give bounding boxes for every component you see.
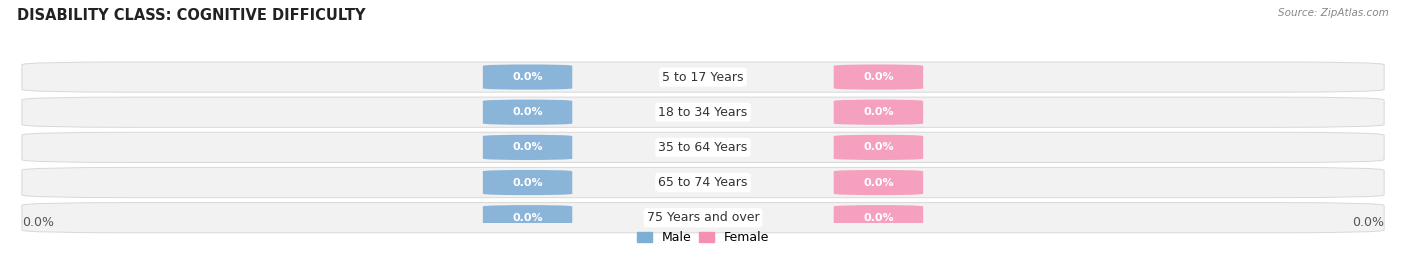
FancyBboxPatch shape (834, 64, 924, 90)
Text: 0.0%: 0.0% (22, 216, 53, 229)
Text: 0.0%: 0.0% (863, 213, 894, 223)
Text: 5 to 17 Years: 5 to 17 Years (662, 70, 744, 84)
FancyBboxPatch shape (482, 64, 572, 90)
Text: 0.0%: 0.0% (512, 213, 543, 223)
Text: 75 Years and over: 75 Years and over (647, 211, 759, 224)
FancyBboxPatch shape (22, 167, 1384, 198)
Text: 18 to 34 Years: 18 to 34 Years (658, 106, 748, 119)
Text: 0.0%: 0.0% (863, 107, 894, 117)
Text: DISABILITY CLASS: COGNITIVE DIFFICULTY: DISABILITY CLASS: COGNITIVE DIFFICULTY (17, 8, 366, 23)
Text: 35 to 64 Years: 35 to 64 Years (658, 141, 748, 154)
Text: Source: ZipAtlas.com: Source: ZipAtlas.com (1278, 8, 1389, 18)
Text: 65 to 74 Years: 65 to 74 Years (658, 176, 748, 189)
Text: 0.0%: 0.0% (1353, 216, 1384, 229)
FancyBboxPatch shape (22, 62, 1384, 92)
FancyBboxPatch shape (482, 170, 572, 195)
FancyBboxPatch shape (834, 135, 924, 160)
Text: 0.0%: 0.0% (863, 72, 894, 82)
FancyBboxPatch shape (22, 132, 1384, 162)
Text: 0.0%: 0.0% (512, 142, 543, 152)
Text: 0.0%: 0.0% (512, 72, 543, 82)
Legend: Male, Female: Male, Female (631, 226, 775, 249)
FancyBboxPatch shape (482, 100, 572, 125)
Text: 0.0%: 0.0% (863, 178, 894, 187)
Text: 0.0%: 0.0% (512, 178, 543, 187)
FancyBboxPatch shape (834, 170, 924, 195)
FancyBboxPatch shape (482, 135, 572, 160)
Text: 0.0%: 0.0% (863, 142, 894, 152)
FancyBboxPatch shape (834, 205, 924, 230)
FancyBboxPatch shape (22, 97, 1384, 127)
FancyBboxPatch shape (482, 205, 572, 230)
Text: 0.0%: 0.0% (512, 107, 543, 117)
FancyBboxPatch shape (834, 100, 924, 125)
FancyBboxPatch shape (22, 203, 1384, 233)
